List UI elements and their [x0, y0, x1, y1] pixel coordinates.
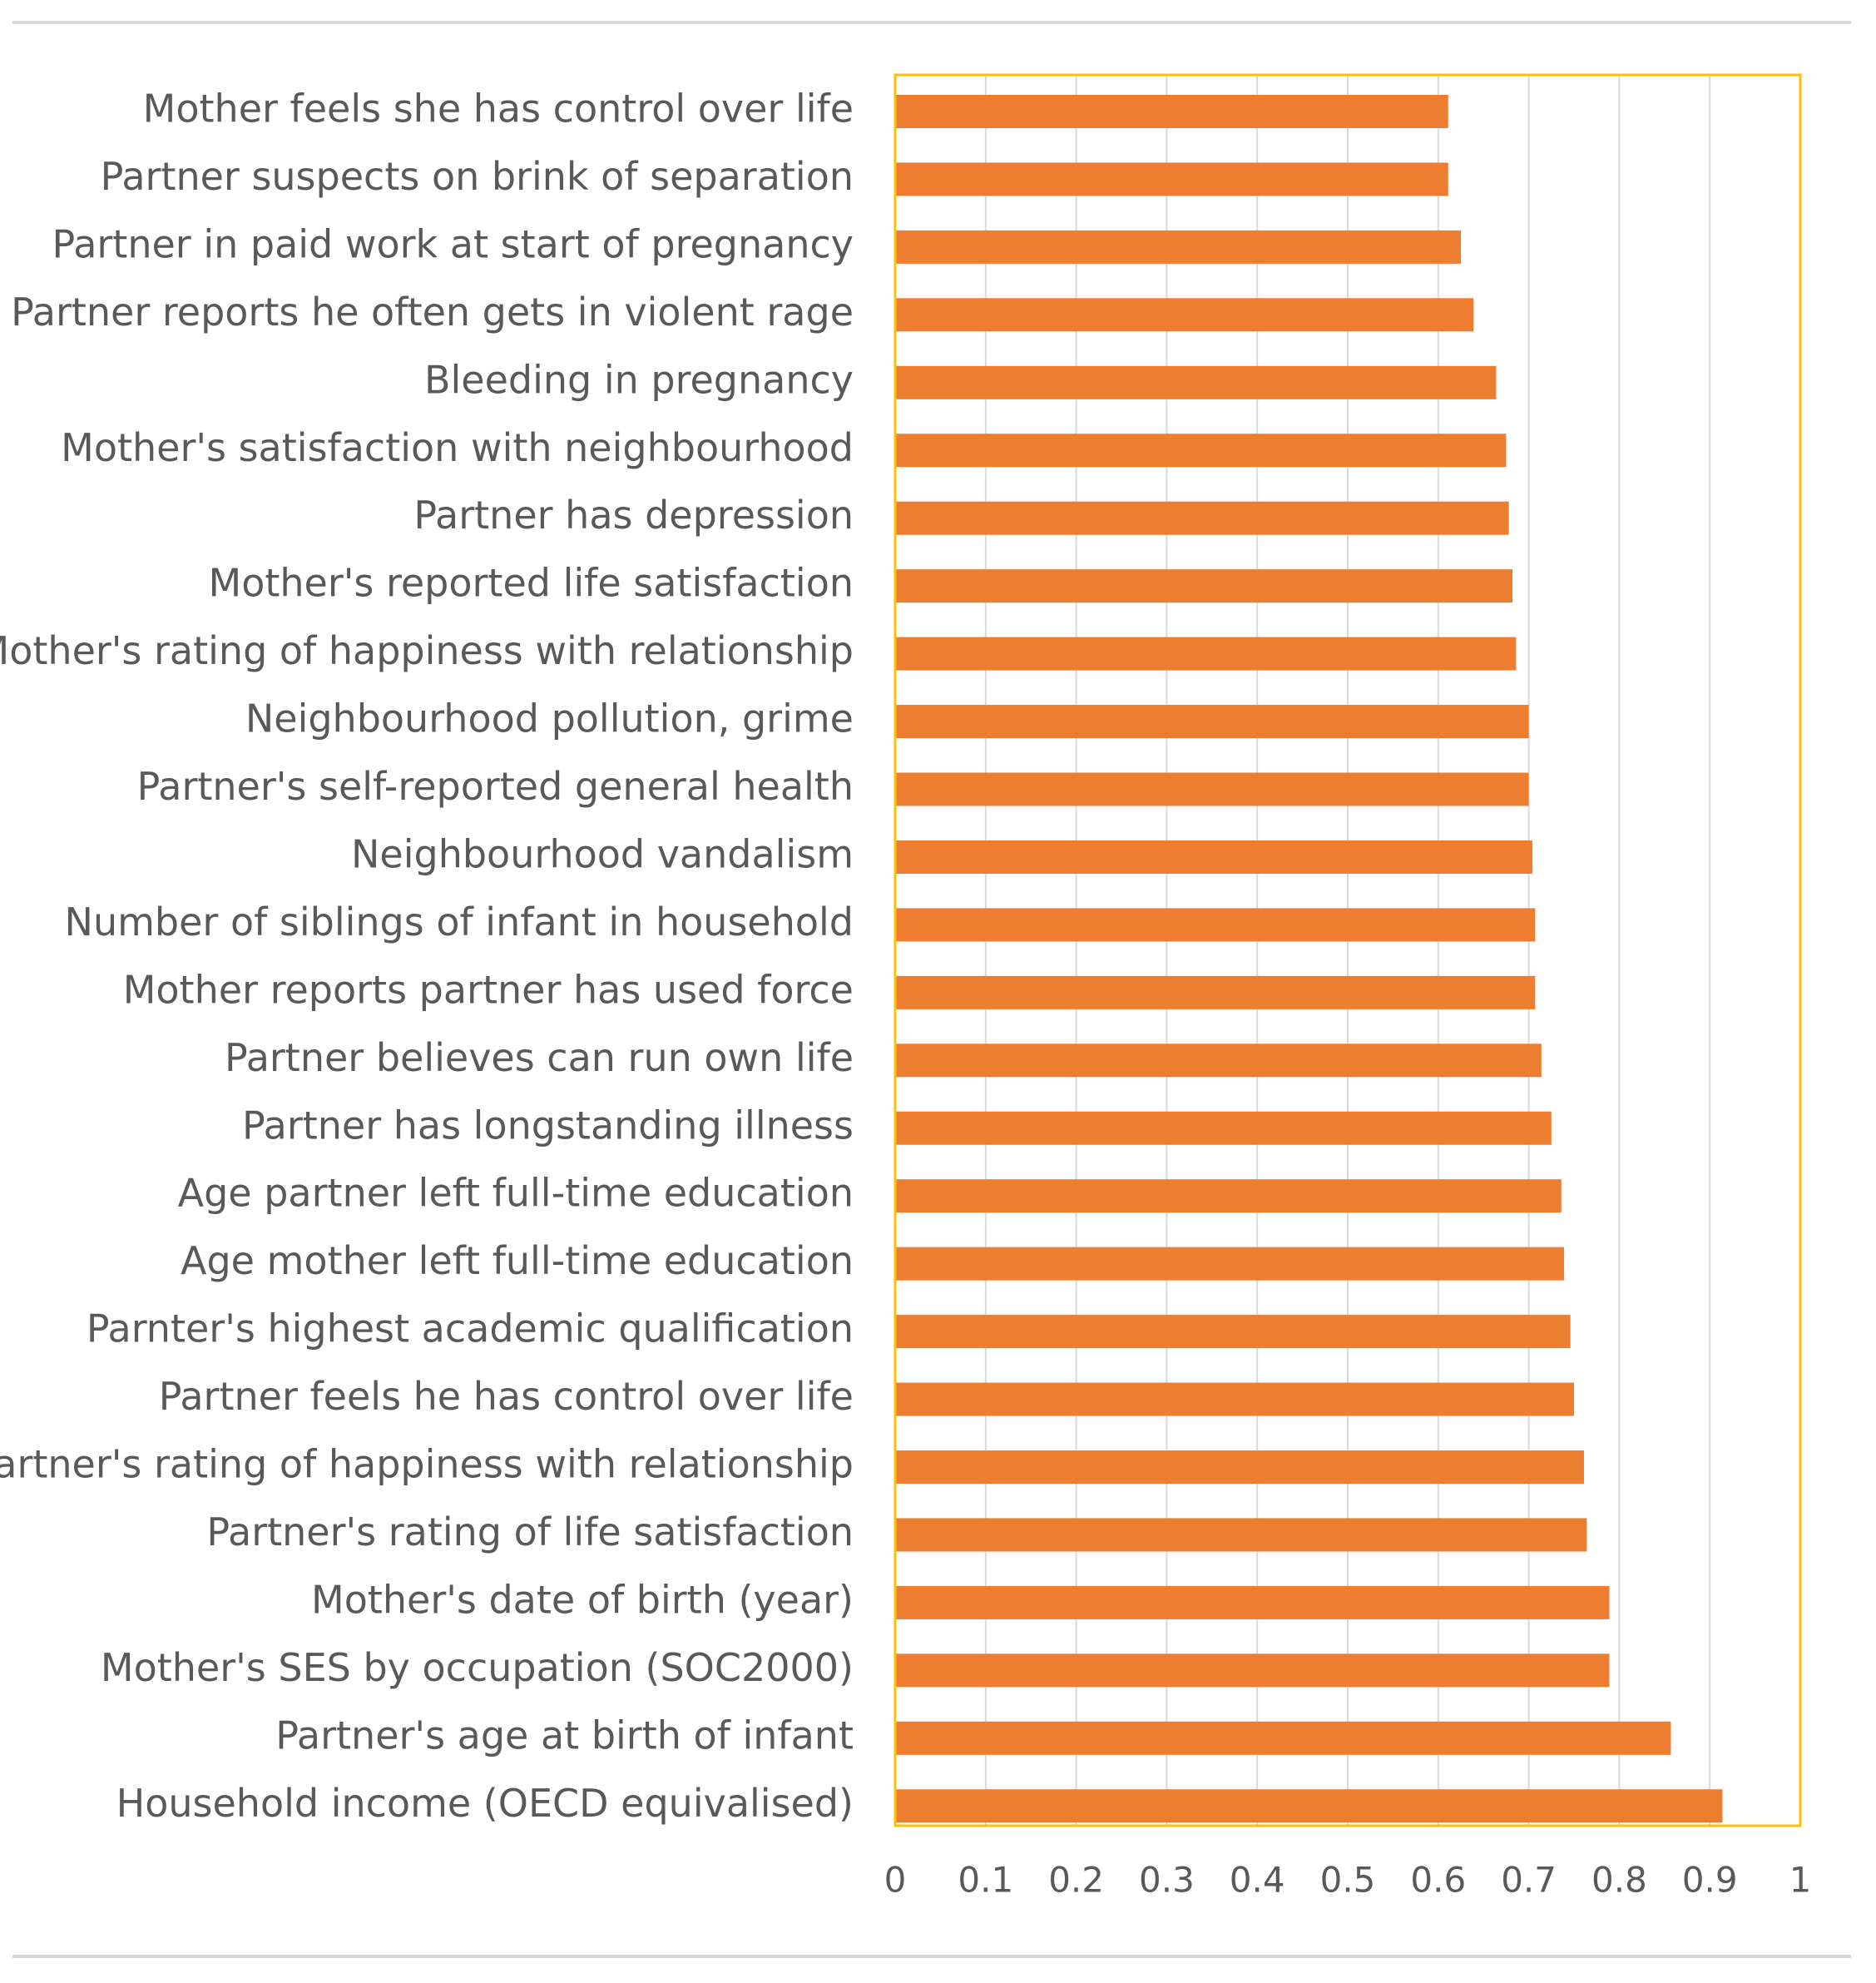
x-tick-label: 0.1 — [958, 1860, 1013, 1901]
bar — [895, 908, 1536, 942]
category-label: Partner's age at birth of infant — [275, 1713, 854, 1757]
bar — [895, 1721, 1671, 1755]
x-tick-label: 1 — [1789, 1860, 1812, 1901]
category-label: Partner's self-reported general health — [137, 764, 854, 809]
bar — [895, 298, 1474, 332]
x-tick-label: 0.3 — [1139, 1860, 1195, 1901]
bar — [895, 637, 1517, 671]
category-label: Household income (OECD equivalised) — [116, 1781, 854, 1826]
x-tick-label: 0.4 — [1230, 1860, 1285, 1901]
category-label: Mother's SES by occupation (SOC2000) — [101, 1645, 854, 1690]
bar — [895, 230, 1461, 264]
category-label: Mother's reported life satisfaction — [209, 561, 854, 606]
x-tick-label: 0 — [884, 1860, 907, 1901]
bar — [895, 975, 1536, 1009]
category-label: Partner believes can run own life — [225, 1035, 854, 1080]
x-tick-label: 0.5 — [1320, 1860, 1376, 1901]
category-label: Neighbourhood vandalism — [351, 831, 854, 876]
bar — [895, 1111, 1552, 1145]
bar — [895, 1518, 1587, 1552]
bar — [895, 1315, 1571, 1349]
category-label: Mother's satisfaction with neighbourhood — [61, 425, 854, 470]
bar — [895, 95, 1448, 128]
x-tick-label: 0.9 — [1682, 1860, 1738, 1901]
bar — [895, 1247, 1565, 1281]
x-axis-tick-labels: 0 0.1 0.2 0.3 0.4 0.5 0.6 0.7 0.8 0.9 1 — [884, 1860, 1812, 1901]
bar — [895, 705, 1529, 739]
category-label: Partner's rating of happiness with relat… — [0, 1442, 854, 1487]
bar — [895, 501, 1509, 535]
category-label: Partner's rating of life satisfaction — [206, 1510, 854, 1554]
category-label: Partner suspects on brink of separation — [101, 154, 854, 199]
bar — [895, 1179, 1562, 1213]
bar — [895, 772, 1529, 806]
category-label: Age mother left full-time education — [181, 1238, 854, 1283]
category-label: Partner reports he often gets in violent… — [11, 290, 854, 335]
bar — [895, 434, 1507, 468]
bar — [895, 1789, 1723, 1823]
bar — [895, 1044, 1542, 1078]
bar — [895, 162, 1448, 196]
x-tick-label: 0.6 — [1410, 1860, 1466, 1901]
category-label: Age partner left full-time education — [178, 1171, 854, 1216]
bar — [895, 1585, 1610, 1619]
bar — [895, 569, 1513, 603]
category-label: Neighbourhood pollution, grime — [245, 697, 854, 741]
bars — [895, 95, 1723, 1823]
category-label: Partner has depression — [413, 493, 854, 538]
bar — [895, 840, 1532, 874]
x-tick-label: 0.2 — [1048, 1860, 1104, 1901]
x-tick-label: 0.7 — [1501, 1860, 1557, 1901]
bar — [895, 1382, 1574, 1416]
bar — [895, 1653, 1610, 1688]
category-label: Number of siblings of infant in househol… — [65, 900, 854, 944]
category-label: Bleeding in pregnancy — [424, 357, 854, 402]
x-tick-label: 0.8 — [1591, 1860, 1647, 1901]
category-labels: Mother feels she has control over life Pa… — [0, 87, 854, 1826]
bar — [895, 365, 1497, 399]
category-label: Mother's date of birth (year) — [311, 1577, 854, 1622]
plot-area-border — [893, 73, 1802, 1827]
category-label: Mother reports partner has used force — [123, 967, 854, 1012]
category-label: Parnter's highest academic qualification — [87, 1306, 854, 1351]
category-label: Partner has longstanding illness — [242, 1103, 854, 1148]
gridlines — [984, 75, 1711, 1826]
category-label: Mother feels she has control over life — [143, 87, 854, 131]
category-label: Partner feels he has control over life — [159, 1374, 854, 1419]
category-label: Mother's rating of happiness with relati… — [0, 628, 854, 673]
bar — [895, 1450, 1584, 1484]
category-label: Partner in paid work at start of pregnan… — [52, 221, 854, 266]
